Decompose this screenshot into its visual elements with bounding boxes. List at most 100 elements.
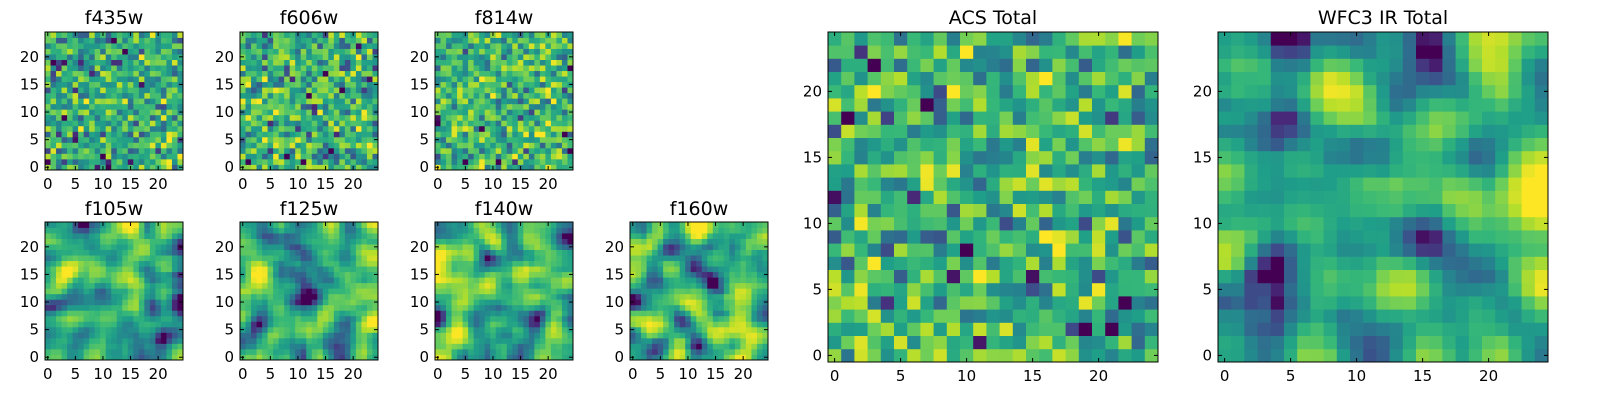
heatmap-cell — [556, 288, 563, 295]
heatmap-cell — [462, 233, 469, 239]
heatmap-cell — [105, 125, 112, 132]
heatmap-cell — [756, 222, 763, 228]
heatmap-cell — [267, 114, 274, 121]
heatmap-cell — [723, 354, 730, 361]
heatmap-cell — [177, 304, 184, 311]
heatmap-cell — [67, 65, 73, 72]
heatmap-cell — [372, 233, 379, 239]
heatmap-cell — [78, 244, 85, 250]
heatmap-cell — [256, 70, 263, 77]
heatmap-cell — [355, 255, 362, 262]
heatmap-cell — [635, 255, 642, 262]
heatmap-cell — [328, 233, 335, 239]
heatmap-cell — [166, 310, 173, 317]
heatmap-cell — [679, 233, 686, 239]
heatmap-cell — [501, 260, 508, 267]
heatmap-cell — [300, 271, 307, 278]
heatmap-cell — [361, 125, 368, 132]
y-tick-label: 0 — [614, 348, 624, 366]
heatmap-cell — [528, 153, 535, 160]
heatmap-cell — [545, 304, 552, 311]
heatmap-cell — [328, 114, 335, 121]
heatmap-cell — [278, 37, 285, 44]
heatmap-cell — [446, 158, 452, 165]
heatmap-cell — [745, 282, 752, 289]
heatmap-cell — [556, 271, 563, 278]
y-tick-label: 5 — [224, 131, 234, 149]
heatmap-cell — [339, 81, 346, 88]
heatmap-cell — [490, 65, 497, 72]
heatmap-cell — [986, 177, 1000, 191]
heatmap-cell — [83, 92, 90, 99]
heatmap-cell — [300, 87, 307, 94]
heatmap-cell — [696, 310, 703, 317]
heatmap-cell — [663, 222, 670, 228]
heatmap-cell — [72, 271, 79, 278]
heatmap-cell — [171, 59, 178, 66]
heatmap-cell — [718, 304, 725, 311]
heatmap-cell — [490, 54, 497, 60]
heatmap-cell — [361, 282, 368, 289]
heatmap-cell — [501, 343, 508, 350]
heatmap-cell — [100, 233, 107, 239]
heatmap-cell — [328, 164, 335, 171]
heatmap-cell — [435, 59, 441, 66]
heatmap-cell — [251, 337, 257, 344]
heatmap-cell — [473, 158, 480, 165]
heatmap-cell — [973, 177, 987, 191]
heatmap-cell — [311, 103, 318, 110]
heatmap-cell — [473, 238, 480, 245]
heatmap-cell — [300, 136, 307, 143]
heatmap-cell — [300, 277, 307, 284]
heatmap-cell — [1144, 216, 1159, 231]
heatmap-cell — [451, 147, 458, 154]
heatmap-cell — [94, 120, 101, 127]
heatmap-cell — [701, 315, 708, 322]
heatmap-cell — [105, 120, 112, 127]
heatmap-cell — [1144, 296, 1159, 310]
heatmap-cell — [127, 266, 134, 273]
heatmap-cell — [1118, 230, 1132, 244]
heatmap-cell — [462, 288, 469, 295]
heatmap-cell — [663, 348, 670, 355]
heatmap-cell — [311, 81, 318, 88]
heatmap-cell — [105, 271, 112, 278]
heatmap-cell — [155, 98, 162, 105]
heatmap-cell — [512, 249, 519, 256]
heatmap-cell — [561, 48, 568, 55]
heatmap-cell — [83, 120, 90, 127]
heatmap-cell — [1144, 190, 1159, 204]
heatmap-cell — [528, 76, 535, 83]
heatmap-cell — [1065, 348, 1080, 363]
heatmap-cell — [344, 282, 351, 289]
heatmap-cell — [372, 266, 379, 273]
heatmap-cell — [468, 87, 475, 94]
heatmap-cell — [251, 249, 257, 256]
heatmap-cell — [133, 332, 140, 339]
heatmap-cell — [528, 321, 535, 328]
heatmap-cell — [1105, 269, 1119, 284]
heatmap-cell — [94, 76, 101, 83]
heatmap-cell — [284, 266, 291, 273]
heatmap-cell — [61, 54, 68, 60]
heatmap-cell — [451, 343, 458, 350]
heatmap-cell — [561, 266, 568, 273]
heatmap-cell — [1105, 230, 1119, 244]
heatmap-cell — [484, 164, 491, 171]
x-tick-label: 0 — [628, 365, 638, 383]
heatmap-cell — [155, 282, 162, 289]
heatmap-cell — [317, 59, 324, 66]
heatmap-cell — [251, 332, 257, 339]
heatmap-cell — [333, 310, 340, 317]
heatmap-cell — [295, 337, 302, 344]
heatmap-cell — [83, 326, 90, 333]
heatmap-cell — [278, 304, 285, 311]
heatmap-cell — [78, 54, 85, 60]
heatmap-cell — [171, 65, 178, 72]
heatmap-cell — [550, 136, 557, 143]
heatmap-cell — [457, 337, 463, 344]
heatmap-cell — [144, 343, 151, 350]
heatmap-cell — [160, 299, 167, 306]
heatmap-cell — [273, 227, 280, 234]
